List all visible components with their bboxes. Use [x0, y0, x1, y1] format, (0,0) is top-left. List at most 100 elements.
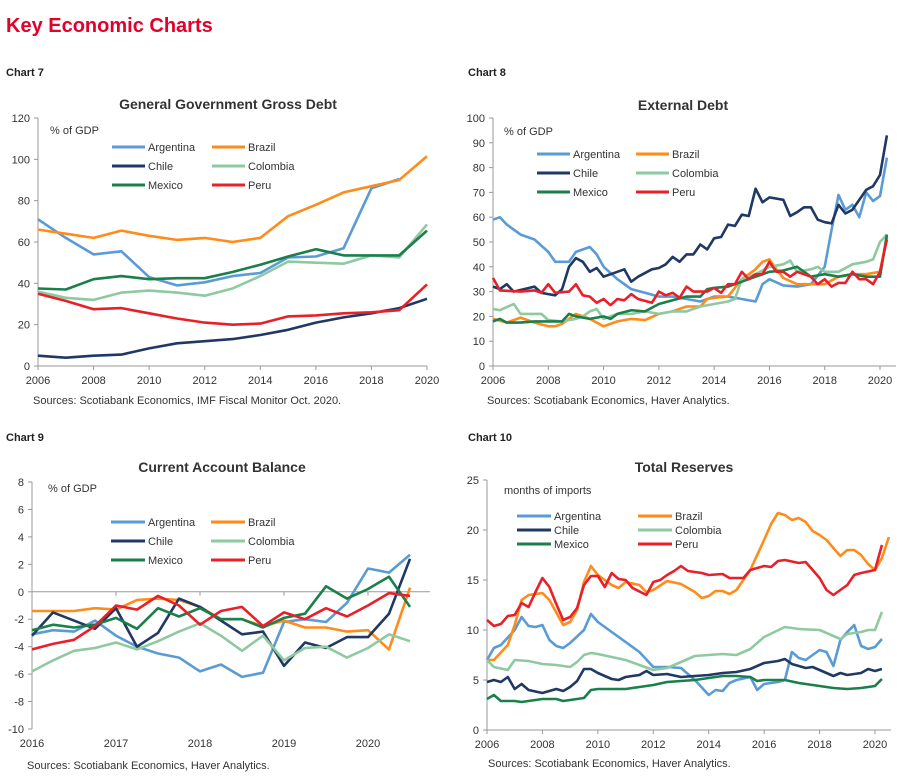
chart-number-label: Chart 9	[6, 432, 44, 444]
legend-item-brazil: Brazil	[211, 517, 276, 529]
series-line-chile	[37, 297, 428, 360]
y-tick-label: -2	[14, 614, 24, 626]
unit-label: % of GDP	[50, 125, 99, 137]
source-note: Sources: Scotiabank Economics, Haver Ana…	[488, 758, 731, 770]
y-tick-label: 80	[473, 163, 485, 175]
x-tick-label: 2020	[356, 738, 380, 750]
y-tick-label: 6	[18, 504, 24, 516]
series-line-peru	[491, 239, 889, 307]
x-tick-label: 2017	[104, 738, 128, 750]
chart-number-label: Chart 7	[6, 67, 44, 79]
legend-item-colombia: Colombia	[638, 525, 722, 537]
x-tick-label: 2010	[586, 739, 610, 751]
legend-label: Colombia	[675, 525, 722, 537]
x-tick-label: 2012	[647, 375, 671, 387]
x-tick-label: 2016	[304, 375, 328, 387]
x-tick-label: 2008	[536, 375, 560, 387]
legend-item-chile: Chile	[517, 525, 579, 537]
series-line-mexico	[31, 575, 412, 632]
y-tick-label: 20	[473, 311, 485, 323]
x-tick-label: 2020	[868, 375, 892, 387]
legend-label: Peru	[248, 180, 271, 192]
chart-title: External Debt	[638, 97, 729, 113]
y-tick-label: 15	[467, 575, 479, 587]
series-line-peru	[486, 544, 884, 628]
y-tick-label: 0	[24, 361, 30, 373]
y-tick-label: 70	[473, 187, 485, 199]
y-tick-label: 4	[18, 532, 24, 544]
legend-label: Colombia	[248, 536, 295, 548]
x-tick-label: 2019	[272, 738, 296, 750]
y-tick-label: 100	[467, 113, 485, 125]
y-tick-label: 120	[12, 113, 30, 125]
legend-item-mexico: Mexico	[112, 180, 183, 192]
legend-label: Mexico	[148, 555, 183, 567]
chart-title: General Government Gross Debt	[119, 96, 337, 112]
y-tick-label: 25	[467, 475, 479, 487]
legend-item-peru: Peru	[211, 555, 271, 567]
x-tick-label: 2018	[359, 375, 383, 387]
y-tick-label: -6	[14, 669, 24, 681]
y-tick-label: -4	[14, 642, 24, 654]
legend-item-colombia: Colombia	[636, 168, 719, 180]
y-tick-label: 60	[473, 212, 485, 224]
y-tick-label: -10	[8, 724, 24, 736]
x-tick-label: 2018	[188, 738, 212, 750]
legend-item-chile: Chile	[112, 161, 173, 173]
legend-label: Colombia	[248, 161, 295, 173]
y-tick-label: 10	[467, 625, 479, 637]
y-tick-label: 0	[473, 725, 479, 737]
x-tick-label: 2016	[757, 375, 781, 387]
legend-item-brazil: Brazil	[638, 511, 703, 523]
y-tick-label: 8	[18, 477, 24, 489]
x-tick-label: 2006	[481, 375, 505, 387]
x-tick-label: 2014	[702, 375, 726, 387]
legend-item-mexico: Mexico	[537, 187, 608, 199]
series-line-peru	[37, 283, 428, 327]
chart-8: Chart 8 External Debt % of GDP 0 10 20 30 40 50 6…	[467, 67, 896, 407]
y-tick-label: 50	[473, 237, 485, 249]
chart-number-label: Chart 10	[468, 432, 512, 444]
legend-label: Brazil	[248, 517, 276, 529]
series-line-colombia	[37, 223, 428, 302]
series-line-chile	[31, 558, 412, 668]
series-line-colombia	[486, 611, 884, 672]
series-line-colombia	[31, 621, 411, 673]
series-line-peru	[31, 591, 411, 651]
y-tick-label: 0	[479, 361, 485, 373]
series-line-mexico	[37, 229, 428, 291]
legend-item-brazil: Brazil	[636, 149, 700, 161]
x-tick-label: 2016	[752, 739, 776, 751]
y-tick-label: 20	[467, 525, 479, 537]
x-tick-label: 2020	[415, 375, 439, 387]
legend-item-argentina: Argentina	[112, 142, 196, 154]
legend-label: Argentina	[148, 517, 196, 529]
legend-label: Chile	[148, 536, 173, 548]
series-line-mexico	[486, 674, 883, 704]
legend-item-peru: Peru	[636, 187, 695, 199]
y-tick-label: 30	[473, 287, 485, 299]
chart-title: Total Reserves	[635, 459, 734, 475]
x-tick-label: 2018	[812, 375, 836, 387]
legend-label: Peru	[672, 187, 695, 199]
x-tick-label: 2008	[530, 739, 554, 751]
y-tick-label: 40	[473, 262, 485, 274]
y-tick-label: 40	[18, 278, 30, 290]
source-note: Sources: Scotiabank Economics, Haver Ana…	[487, 395, 730, 407]
legend-item-argentina: Argentina	[537, 149, 621, 161]
x-tick-label: 2006	[26, 375, 50, 387]
series-line-chile	[492, 135, 889, 297]
legend-label: Brazil	[672, 149, 700, 161]
x-tick-label: 2016	[20, 738, 44, 750]
legend-label: Peru	[675, 539, 698, 551]
x-tick-label: 2012	[641, 739, 665, 751]
legend-label: Chile	[148, 161, 173, 173]
chart-title: Current Account Balance	[138, 459, 306, 475]
legend-label: Argentina	[573, 149, 621, 161]
legend-label: Argentina	[554, 511, 602, 523]
legend-item-chile: Chile	[537, 168, 598, 180]
y-tick-label: -8	[14, 697, 24, 709]
x-tick-label: 2012	[192, 375, 216, 387]
series-line-brazil	[487, 511, 891, 662]
